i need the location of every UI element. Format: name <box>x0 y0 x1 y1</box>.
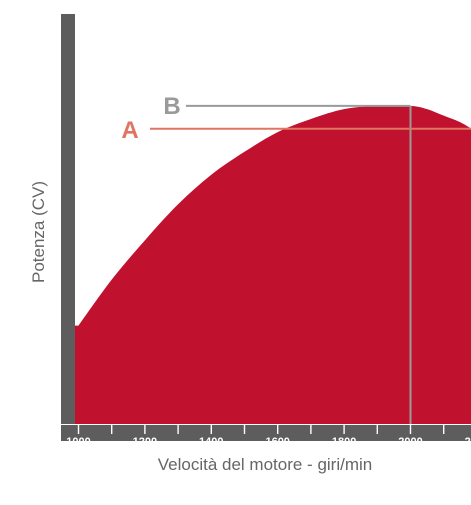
tick-layer: 1000 1200 1400 1600 1800 2000 2200 <box>66 424 471 448</box>
annotation-layer: BA <box>121 93 471 424</box>
x-axis-title: Velocità del motore - giri/min <box>158 455 372 474</box>
marker-a-label: A <box>121 117 138 144</box>
x-tick-label: 2200 <box>465 436 471 448</box>
x-tick-label: 2000 <box>398 436 422 448</box>
x-tick-label: 1600 <box>265 436 289 448</box>
x-tick-label: 1200 <box>133 436 157 448</box>
y-axis-title: Potenza (CV) <box>29 181 48 283</box>
x-axis-bar <box>61 424 471 441</box>
marker-b-label: B <box>163 93 180 120</box>
x-tick-label: 1400 <box>199 436 223 448</box>
x-tick-label: 1000 <box>66 436 90 448</box>
y-axis-bar <box>61 14 75 441</box>
axis-layer <box>61 14 471 441</box>
area-layer <box>75 105 471 424</box>
x-tick-label: 1800 <box>332 436 356 448</box>
power-area <box>75 105 471 424</box>
